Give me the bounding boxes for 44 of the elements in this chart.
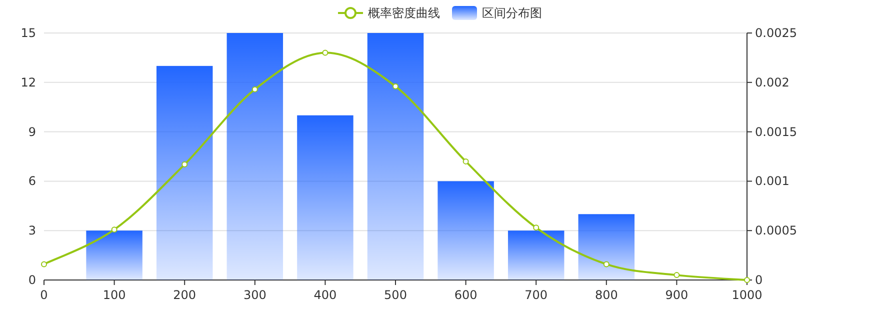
- point: [462, 158, 469, 164]
- y-tick-label: 15: [20, 26, 36, 40]
- y2-tick-label: 0: [755, 273, 763, 287]
- point: [533, 224, 540, 231]
- x-tick-label: 900: [665, 288, 688, 302]
- legend-label: 概率密度曲线: [368, 6, 440, 20]
- x-tick-label: 1000: [732, 288, 762, 302]
- bar: [297, 115, 354, 280]
- bar: [367, 33, 424, 280]
- point: [252, 86, 258, 92]
- legend-label: 区间分布图: [482, 6, 542, 20]
- x-tick-label: 200: [173, 288, 196, 302]
- point: [111, 226, 118, 233]
- bar: [226, 33, 284, 280]
- point: [603, 261, 610, 268]
- bar: [86, 230, 142, 280]
- y2-tick-label: 0.0005: [755, 224, 797, 238]
- point: [41, 261, 47, 268]
- bar: [156, 66, 213, 280]
- y2-tick-label: 0.002: [755, 75, 790, 90]
- y2-tick-label: 0.001: [755, 174, 790, 188]
- point: [392, 83, 398, 90]
- bar: [508, 230, 564, 280]
- point: [744, 277, 750, 283]
- point: [182, 161, 188, 168]
- x-tick-label: 700: [524, 288, 548, 302]
- y-tick-label: 9: [28, 124, 36, 139]
- y-tick-label: 12: [20, 75, 36, 90]
- y-tick-label: 0: [28, 273, 36, 287]
- y-tick-label: 6: [28, 174, 36, 188]
- bar: [578, 214, 635, 280]
- x-tick-label: 300: [243, 288, 266, 302]
- point: [674, 272, 680, 278]
- x-tick-label: 500: [384, 288, 407, 302]
- y2-tick-label: 0.0025: [755, 26, 797, 40]
- x-tick-label: 600: [454, 288, 478, 302]
- y2-tick-label: 0.0015: [755, 124, 797, 139]
- bar: [438, 181, 494, 280]
- x-tick-label: 100: [102, 288, 126, 302]
- y-tick-label: 3: [28, 224, 36, 238]
- point: [322, 50, 328, 56]
- x-tick-label: 800: [594, 288, 618, 302]
- x-tick-label: 400: [314, 288, 337, 302]
- x-tick-label: 0: [40, 288, 48, 302]
